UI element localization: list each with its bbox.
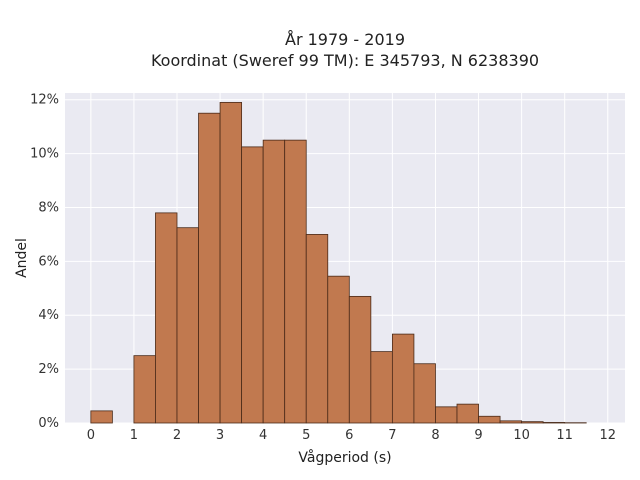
x-tick-label: 11 [556,428,573,443]
x-tick-label: 0 [87,428,95,443]
y-tick-labels: 0% 2% 4% 6% 8% 10% 12% [30,93,59,431]
histogram-bar [284,139,307,424]
x-tick-label: 2 [173,428,181,443]
x-tick-label: 5 [302,428,310,443]
histogram-bar [241,146,264,424]
histogram-bar [435,406,458,424]
x-tick-label: 6 [345,428,353,443]
chart-title-line-1: År 1979 - 2019 [285,30,405,49]
histogram-bar [198,112,221,424]
y-tick-label: 12% [30,93,59,108]
y-tick-label: 8% [38,200,59,215]
y-tick-label: 10% [30,147,59,162]
histogram-bar [542,422,566,424]
histogram-bar [327,275,350,424]
histogram-bar [478,415,501,424]
y-tick-label: 6% [38,254,59,269]
x-axis-label: Vågperiod (s) [298,449,391,466]
x-tick-label: 10 [513,428,530,443]
x-tick-labels: 0 1 2 3 4 5 6 7 8 9 10 11 12 [87,428,616,443]
histogram-bar [176,227,199,424]
histogram-bar [305,234,329,424]
histogram-bar [133,355,156,424]
bars [90,102,587,424]
x-tick-label: 1 [130,428,138,443]
x-tick-label: 8 [431,428,439,443]
chart-title-line-2: Koordinat (Sweref 99 TM): E 345793, N 62… [151,51,539,70]
histogram-bar [90,410,113,424]
x-tick-label: 12 [599,428,616,443]
y-axis-label: Andel [14,238,30,278]
histogram-bar [219,102,243,424]
histogram-bar [521,421,544,424]
histogram-bar [348,295,372,424]
y-tick-label: 4% [38,308,59,323]
x-tick-label: 4 [259,428,267,443]
x-tick-label: 3 [216,428,224,443]
histogram-bar [370,351,393,424]
histogram-bar [456,403,479,424]
y-tick-label: 2% [38,362,59,377]
x-tick-label: 9 [474,428,482,443]
histogram-bar [155,212,178,424]
histogram-bar [413,363,436,424]
x-tick-label: 7 [388,428,396,443]
histogram-bar [499,420,523,424]
histogram-bar [262,139,286,424]
y-tick-label: 0% [38,416,59,431]
histogram-bar [391,333,415,424]
